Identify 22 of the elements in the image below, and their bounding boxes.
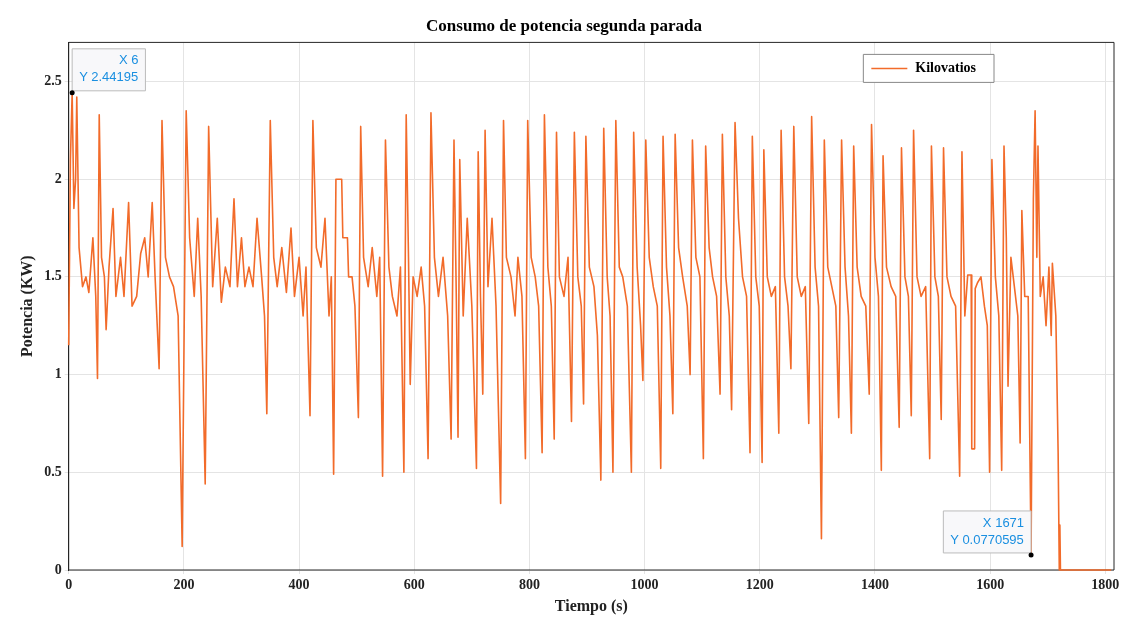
y-tick-label: 0.5 xyxy=(44,463,62,479)
x-axis-title: Tiempo (s) xyxy=(554,596,628,615)
chart-title: Consumo de potencia segunda parada xyxy=(426,15,703,35)
x-tick-label: 400 xyxy=(288,577,310,593)
x-tick-label: 200 xyxy=(173,577,195,593)
x-tick-label: 1200 xyxy=(745,577,774,593)
x-tick-label: 1800 xyxy=(1091,577,1120,593)
y-tick-label: 1 xyxy=(54,366,62,382)
annotation: X 1671 Y 0.0770595 xyxy=(950,514,1025,547)
x-tick-label: 0 xyxy=(65,577,73,593)
annotation: X 6 Y 2.44195 xyxy=(79,52,139,85)
x-tick-label: 800 xyxy=(518,577,540,593)
y-tick-label: 2 xyxy=(54,170,62,186)
y-tick-label: 0 xyxy=(54,561,62,577)
x-tick-label: 1600 xyxy=(976,577,1005,593)
x-tick-label: 600 xyxy=(403,577,425,593)
y-tick-label: 2.5 xyxy=(44,73,62,89)
x-tick-label: 1000 xyxy=(630,577,659,593)
legend-label: Kilovatios xyxy=(915,60,977,76)
y-axis-title: Potencia (KW) xyxy=(17,255,36,358)
y-tick-label: 1.5 xyxy=(44,268,62,284)
x-tick-label: 1400 xyxy=(860,577,889,593)
